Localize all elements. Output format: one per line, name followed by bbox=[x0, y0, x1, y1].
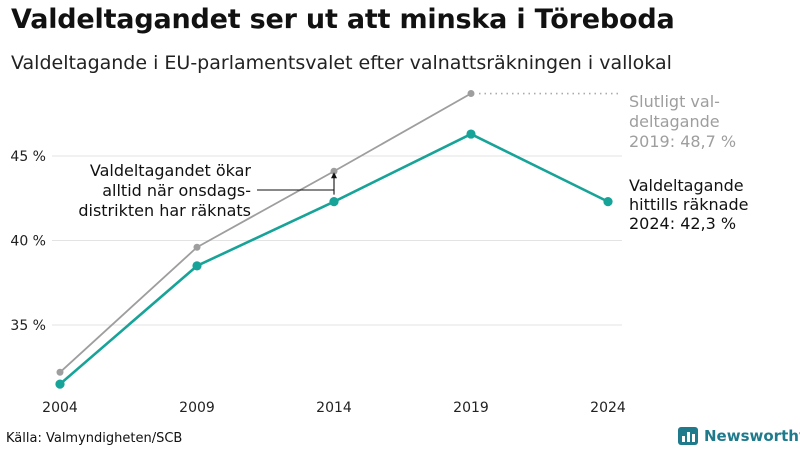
x-tick-label: 2004 bbox=[42, 400, 78, 416]
y-tick-label: 45 % bbox=[10, 149, 46, 165]
counted-so-far-line: Valdeltagande bbox=[629, 176, 744, 195]
x-tick-label: 2014 bbox=[316, 400, 352, 416]
data-point bbox=[330, 167, 338, 175]
data-point bbox=[193, 243, 201, 251]
series-line bbox=[59, 92, 472, 373]
source-note: Källa: Valmyndigheten/SCB bbox=[6, 431, 183, 446]
gridlines bbox=[52, 155, 622, 326]
x-tick-label: 2009 bbox=[179, 400, 215, 416]
wednesday-note-line: Valdeltagandet ökar bbox=[90, 161, 252, 180]
y-tick-label: 40 % bbox=[10, 234, 46, 250]
wednesday-note-line: alltid när onsdags- bbox=[102, 181, 251, 200]
brand-logo: Newsworthy bbox=[678, 427, 800, 445]
series-preliminary bbox=[55, 129, 613, 389]
data-point bbox=[603, 197, 613, 207]
note-arrowhead bbox=[331, 172, 337, 179]
final-turnout-line: 2019: 48,7 % bbox=[629, 132, 736, 151]
series-lines bbox=[55, 90, 613, 389]
data-point bbox=[56, 368, 64, 376]
final-turnout-line: deltagande bbox=[629, 112, 720, 131]
bar-chart-logo-icon bbox=[678, 427, 698, 445]
brand-name: Newsworthy bbox=[704, 427, 800, 445]
x-axis-ticks: 2004 2009 2014 2019 2024 bbox=[42, 400, 626, 416]
y-axis-ticks: 35 % 40 % 45 % bbox=[10, 149, 46, 334]
data-point bbox=[55, 379, 65, 389]
x-tick-label: 2019 bbox=[453, 400, 489, 416]
counted-so-far-line: hittills räknade bbox=[629, 195, 748, 214]
y-tick-label: 35 % bbox=[10, 318, 46, 334]
data-point bbox=[466, 129, 476, 139]
counted-so-far-line: 2024: 42,3 % bbox=[629, 214, 736, 233]
x-tick-label: 2024 bbox=[590, 400, 626, 416]
series-final bbox=[56, 90, 475, 376]
chart-subtitle: Valdeltagande i EU-parlamentsvalet efter… bbox=[11, 52, 672, 74]
data-point bbox=[329, 197, 339, 207]
chart-title: Valdeltagandet ser ut att minska i Töreb… bbox=[11, 4, 675, 35]
wednesday-note-line: distrikten har räknats bbox=[78, 201, 251, 220]
final-turnout-line: Slutligt val- bbox=[629, 92, 720, 111]
data-point bbox=[192, 261, 202, 271]
data-point bbox=[467, 90, 475, 98]
